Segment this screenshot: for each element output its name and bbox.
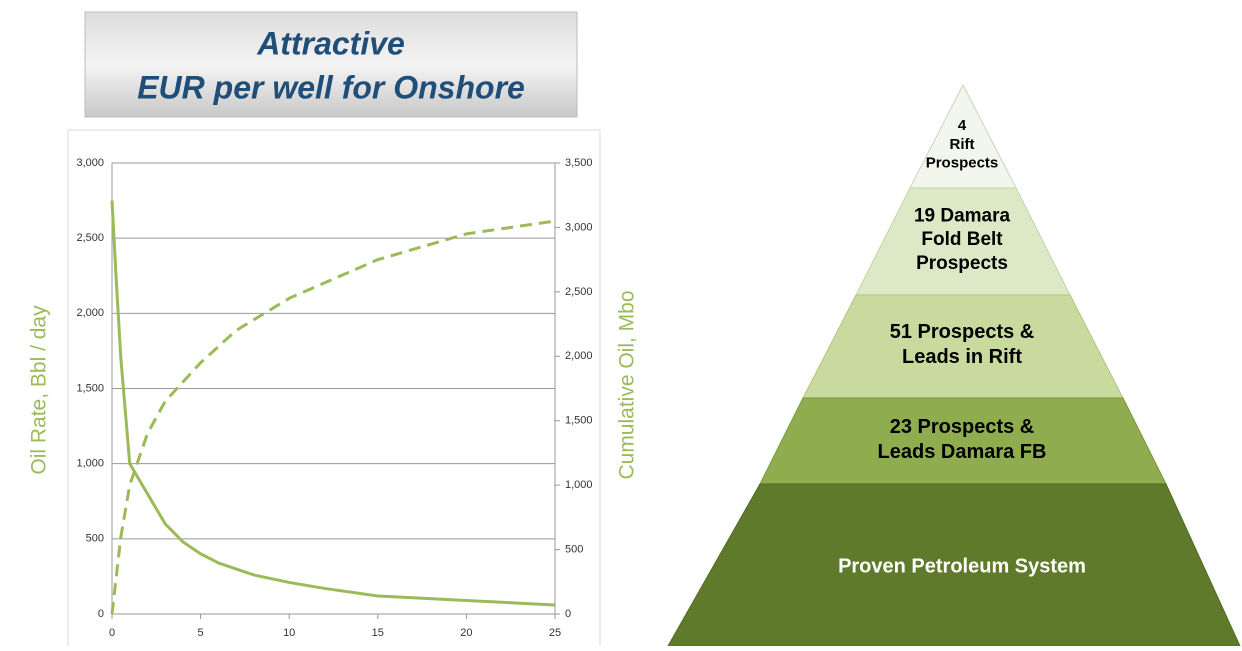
y-tick-label: 2,000 (76, 307, 104, 319)
x-tick-label: 0 (109, 627, 115, 639)
pyramid-label: 19 Damara (914, 205, 1011, 226)
y-tick-label: 3,000 (76, 157, 104, 169)
y-tick-label: 0 (98, 608, 104, 620)
chart-frame (67, 129, 601, 651)
pyramid-label: Fold Belt (921, 229, 1003, 250)
pyramid-label: 4 (958, 117, 967, 134)
title-line: EUR per well for Onshore (137, 69, 525, 105)
y2-tick-label: 1,500 (565, 415, 593, 427)
y2-tick-label: 1,000 (565, 479, 593, 491)
pyramid-label: 51 Prospects & (890, 321, 1035, 343)
y2-tick-label: 3,500 (565, 157, 593, 169)
title-box (84, 11, 578, 118)
y2-axis-label: Cumulative Oil, Mbo (616, 290, 639, 479)
y-tick-label: 2,500 (76, 232, 104, 244)
pyramid-labels: 4 Rift Prospects 19 Damara Fold Belt Prospect… (838, 117, 1086, 577)
y2-tick-label: 0 (565, 608, 571, 620)
x-tick-label: 10 (283, 627, 295, 639)
pyramid-label: Prospects (916, 253, 1008, 274)
y-axis-label: Oil Rate, Bbl / day (28, 305, 51, 475)
pyramid (667, 83, 1241, 647)
x-tick-label: 20 (460, 627, 472, 639)
y2-tick-label: 2,000 (565, 350, 593, 362)
pyramid-label: Leads Damara FB (878, 441, 1047, 463)
pyramid-label: Rift (950, 136, 975, 153)
y2-tick-label: 2,500 (565, 286, 593, 298)
y-tick-label: 500 (86, 533, 104, 545)
y2-tick-label: 3,000 (565, 221, 593, 233)
pyramid-label: 23 Prospects & (890, 416, 1035, 438)
y-tick-label: 1,500 (76, 382, 104, 394)
y-tick-label: 1,000 (76, 458, 104, 470)
pyramid-label: Prospects (926, 155, 999, 172)
y2-tick-label: 500 (565, 543, 583, 555)
title-line: Attractive (256, 25, 405, 61)
x-tick-label: 25 (549, 627, 561, 639)
series-line (110, 200, 556, 607)
pyramid-label: Leads in Rift (902, 346, 1022, 368)
series-line (110, 219, 556, 615)
x-tick-label: 15 (372, 627, 384, 639)
plot: 0 500 1,000 1,500 2,000 2,500 3,000 0 500 1,000 1,… (76, 157, 592, 639)
x-tick-label: 5 (198, 627, 204, 639)
pyramid-label: Proven Petroleum System (838, 555, 1086, 577)
